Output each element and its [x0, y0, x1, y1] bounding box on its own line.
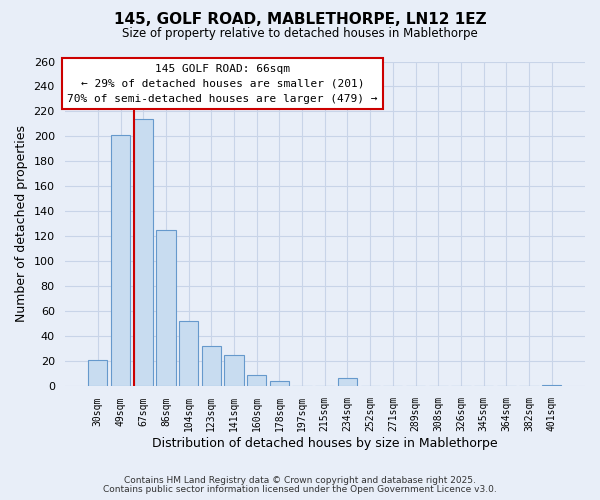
Text: Size of property relative to detached houses in Mablethorpe: Size of property relative to detached ho…: [122, 28, 478, 40]
Text: Contains public sector information licensed under the Open Government Licence v3: Contains public sector information licen…: [103, 485, 497, 494]
Y-axis label: Number of detached properties: Number of detached properties: [15, 126, 28, 322]
Bar: [247, 375, 266, 386]
Bar: [88, 360, 107, 386]
Bar: [134, 119, 153, 386]
Bar: [270, 382, 289, 386]
Bar: [338, 378, 357, 386]
Text: 145 GOLF ROAD: 66sqm
← 29% of detached houses are smaller (201)
70% of semi-deta: 145 GOLF ROAD: 66sqm ← 29% of detached h…: [67, 64, 378, 104]
Bar: [224, 355, 244, 386]
Text: 145, GOLF ROAD, MABLETHORPE, LN12 1EZ: 145, GOLF ROAD, MABLETHORPE, LN12 1EZ: [113, 12, 487, 28]
Bar: [542, 385, 562, 386]
Bar: [156, 230, 176, 386]
Bar: [179, 322, 198, 386]
X-axis label: Distribution of detached houses by size in Mablethorpe: Distribution of detached houses by size …: [152, 437, 497, 450]
Bar: [111, 135, 130, 386]
Bar: [202, 346, 221, 387]
Text: Contains HM Land Registry data © Crown copyright and database right 2025.: Contains HM Land Registry data © Crown c…: [124, 476, 476, 485]
